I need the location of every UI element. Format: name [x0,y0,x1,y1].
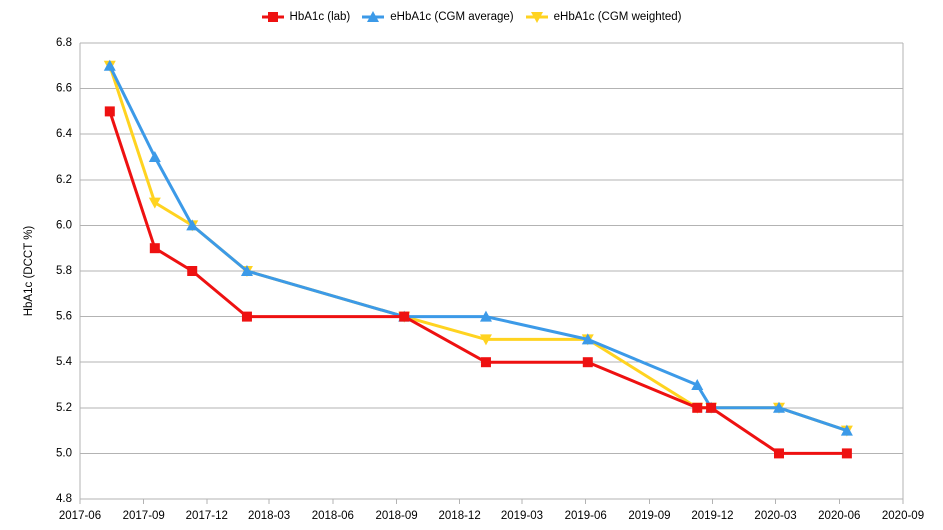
legend-item-cgm-average: eHbA1c (CGM average) [362,10,514,24]
hba1c-lab-point [692,402,703,413]
y-tick-label: 5.6 [56,311,72,323]
legend-swatch-lab [261,12,284,22]
x-tick-label: 2018-09 [375,510,417,522]
legend-marker-icon [367,11,380,22]
x-tick-label: 2017-06 [59,510,101,522]
hba1c-lab-point [241,311,252,322]
legend-marker-icon [267,12,278,22]
ehba1c-cgm-average-point [840,424,853,436]
x-tick-label: 2018-12 [439,510,481,522]
x-tick-label: 2018-06 [312,510,354,522]
legend-item-lab: HbA1c (lab) [261,10,351,24]
x-tick-label: 2020-09 [882,510,924,522]
y-tick-label: 5.8 [56,265,72,277]
ehba1c-cgm-average-point [772,401,785,413]
ehba1c-cgm-average-point [691,379,704,390]
legend-label-lab: HbA1c (lab) [289,11,351,23]
hba1c-lab-point [149,243,160,254]
legend-swatch-cgm-weighted [525,12,548,23]
ehba1c-cgm-average-point [479,310,492,322]
y-tick-label: 6.8 [56,37,72,49]
legend-marker-icon [530,12,543,23]
hba1c-lab-point [480,357,491,368]
legend-item-cgm-weighted: eHbA1c (CGM weighted) [525,10,682,24]
x-tick-label: 2019-12 [691,510,733,522]
hba1c-lab-point [187,266,198,276]
x-tick-label: 2020-06 [818,510,860,522]
y-tick-label: 5.0 [56,447,72,459]
x-tick-label: 2020-03 [754,510,796,522]
grid [80,42,903,500]
series-ehba1c-cgm-average [103,59,853,436]
x-tick-label: 2019-03 [501,510,543,522]
y-tick-label: 6.2 [56,174,72,186]
ehba1c-cgm-weighted-point [479,334,492,346]
hba1c-lab-point [582,357,593,368]
x-tick-label: 2019-06 [565,510,607,522]
x-tick-label: 2019-09 [628,510,670,522]
legend-label-cgm-weighted: eHbA1c (CGM weighted) [553,11,682,23]
hba1c-lab-point [841,448,852,459]
x-tick-label: 2017-12 [186,510,228,522]
series-line-ehba1c-cgm-average [108,65,848,433]
ehba1c-cgm-weighted-point [148,197,161,209]
hba1c-lab-point [104,106,115,117]
hba1c-lab-point [399,311,410,322]
series-line-hba1c-lab [108,110,847,455]
y-axis-ticks: 4.8 5.0 5.2 5.4 5.6 5.8 6.0 6.2 6.4 6.6 6.8 [56,37,73,505]
y-tick-label: 6.4 [56,128,73,140]
legend: HbA1c (lab) eHbA1c (CGM average) eHbA1c … [0,9,943,25]
y-tick-label: 6.0 [56,219,72,231]
ehba1c-cgm-average-point [186,219,199,231]
hba1c-lab-point [706,402,717,413]
series-layer [103,59,853,459]
series-hba1c-lab [104,106,852,459]
ehba1c-cgm-average-point [240,265,253,276]
y-tick-label: 4.8 [56,493,72,505]
y-axis-label: HbA1c (DCCT %) [23,226,35,317]
ehba1c-cgm-average-point [148,151,161,162]
ehba1c-cgm-average-point [581,333,594,345]
y-tick-label: 5.2 [56,402,72,414]
series-ehba1c-cgm-weighted [103,60,853,437]
x-tick-label: 2017-09 [123,510,165,522]
axes [79,43,904,499]
y-tick-label: 6.6 [56,83,72,95]
x-axis-ticks: 2017-06 2017-09 2017-12 2018-03 2018-06 2018-… [59,499,924,522]
legend-swatch-cgm-average [362,11,385,22]
x-tick-label: 2018-03 [248,510,290,522]
hba1c-lab-point [773,448,784,459]
y-tick-label: 5.4 [56,356,73,368]
legend-label-cgm-average: eHbA1c (CGM average) [390,11,514,23]
ehba1c-cgm-average-point [103,59,116,71]
